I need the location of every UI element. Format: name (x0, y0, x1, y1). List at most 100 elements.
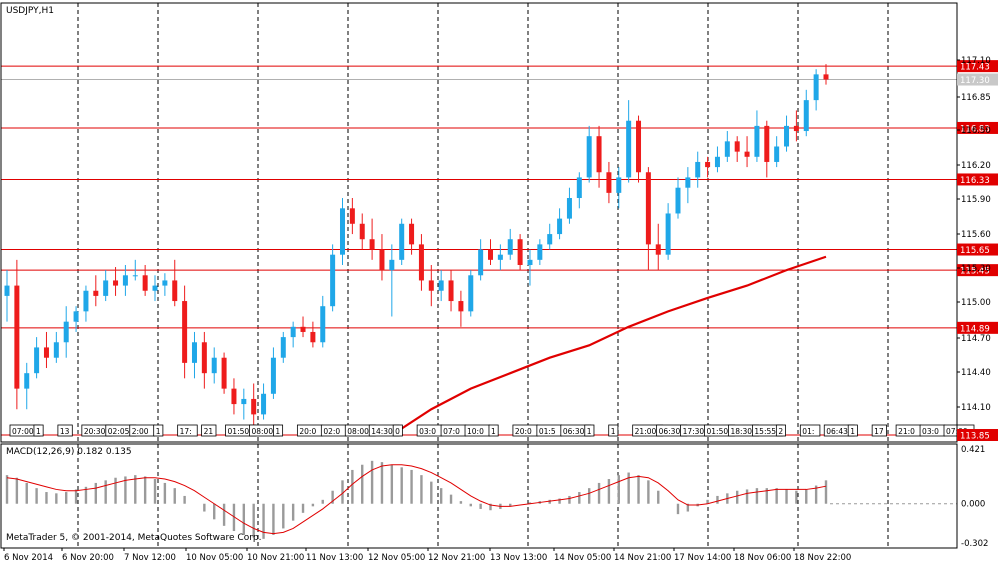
candle-body (774, 146, 780, 162)
event-label-box (392, 424, 403, 437)
level-tag-bg (957, 264, 998, 277)
candle-body (339, 208, 345, 255)
level-tag: 113.85 (960, 432, 990, 442)
level-tag-bg (957, 121, 998, 134)
event-label: 02:0 (323, 427, 340, 436)
time-tick-label: 18 Nov 22:00 (794, 553, 851, 563)
candle-body (557, 218, 563, 235)
event-label: 07:00 (12, 427, 34, 436)
candle-body (458, 301, 464, 312)
candle-body (665, 213, 671, 255)
price-tick-label: 116.85 (961, 93, 991, 103)
candle-body (73, 311, 79, 322)
candle-body (409, 223, 415, 245)
candle-body (418, 244, 424, 281)
event-label: 2:00 (132, 427, 149, 436)
candle-body (784, 125, 790, 147)
candle-body (448, 280, 454, 302)
candle-body (24, 373, 30, 389)
event-label: 1 (850, 427, 855, 436)
price-tick-label: 114.40 (961, 368, 991, 378)
event-label: 20:0 (515, 427, 532, 436)
candle-body (645, 172, 651, 245)
event-label: 01:50 (707, 427, 729, 436)
event-label: 1 (275, 427, 280, 436)
event-label: 1 (156, 427, 161, 436)
candle-body (695, 161, 701, 178)
copyright-label: MetaTrader 5, © 2001-2014, MetaQuotes So… (6, 533, 262, 543)
candle-body (241, 398, 247, 405)
price-tick-label: 117.10 (961, 56, 991, 66)
event-label: 1 (587, 427, 592, 436)
candle-body (576, 177, 582, 199)
event-label: 03:0 (419, 427, 436, 436)
event-label: 21:00 (635, 427, 657, 436)
event-label: 01:50 (228, 427, 250, 436)
candle-body (685, 177, 691, 188)
price-tick-label: 115.30 (961, 264, 991, 274)
level-tag-bg (957, 321, 998, 334)
candle-body (547, 234, 553, 245)
candle-body (300, 326, 306, 332)
event-label: 21 (204, 427, 214, 436)
time-tick-label: 6 Nov 20:00 (62, 553, 114, 563)
time-tick-label: 10 Nov 05:00 (186, 553, 243, 563)
candle-body (349, 208, 355, 224)
candle-body (280, 337, 286, 358)
candle-body (468, 275, 474, 312)
level-tag: 116.33 (960, 176, 990, 186)
candle-body (211, 357, 217, 374)
candle-body (4, 285, 10, 296)
candle-body (744, 151, 750, 157)
current-price-tag-bg (957, 73, 998, 86)
macd-pane[interactable] (5, 444, 957, 548)
candle-body (93, 290, 99, 296)
candle-body (428, 280, 434, 291)
event-label: 17 (874, 427, 884, 436)
level-tag: 117.43 (960, 63, 990, 73)
price-tick-label: 114.10 (961, 403, 991, 413)
price-pane[interactable]: 07:00 1 13 20:30 02:05 2:00 1 17: 21 01:50 08:00 1 2… (1, 3, 975, 442)
price-pane-frame (0, 2, 958, 443)
candle-body (34, 347, 40, 374)
candle-body (586, 136, 592, 178)
candle-body (478, 249, 484, 276)
macd-label: MACD(12,26,9) 0.182 0.135 (6, 447, 132, 457)
time-tick-label: 7 Nov 12:00 (124, 553, 176, 563)
price-tick-label: 114.70 (961, 334, 991, 344)
symbol-label: USDJPY,H1 (6, 6, 54, 16)
candle-body (705, 161, 711, 168)
event-label: 21:0 (898, 427, 915, 436)
candle-body (616, 177, 622, 193)
event-label-box (273, 424, 284, 437)
event-label: 0 (395, 427, 400, 436)
candle-body (438, 280, 444, 291)
candle-body (537, 244, 543, 260)
event-label: 02:05 (108, 427, 130, 436)
candle-body (764, 125, 770, 162)
candle-body (251, 398, 257, 415)
candle-body (290, 326, 296, 338)
macd-tick-label: -0.302 (961, 539, 988, 549)
event-label-box (799, 424, 821, 437)
candle-body (389, 259, 395, 271)
candle-body (823, 74, 829, 80)
event-label: 1 (36, 427, 41, 436)
candle-body (231, 388, 237, 405)
candle-body (636, 120, 642, 173)
time-tick-label: 14 Nov 21:00 (614, 553, 671, 563)
event-label: 17:30 (683, 427, 705, 436)
candle-body (201, 342, 207, 374)
candle-body (813, 74, 819, 101)
event-label-box (488, 424, 499, 437)
candle-body (310, 331, 316, 343)
time-tick-label: 13 Nov 13:00 (490, 553, 547, 563)
candle-body (754, 125, 760, 157)
candle-body (507, 239, 513, 255)
time-tick-label: 18 Nov 06:00 (734, 553, 791, 563)
event-label-box (584, 424, 595, 437)
event-label: 20:0 (299, 427, 316, 436)
price-tick-label: 116.50 (961, 126, 991, 136)
